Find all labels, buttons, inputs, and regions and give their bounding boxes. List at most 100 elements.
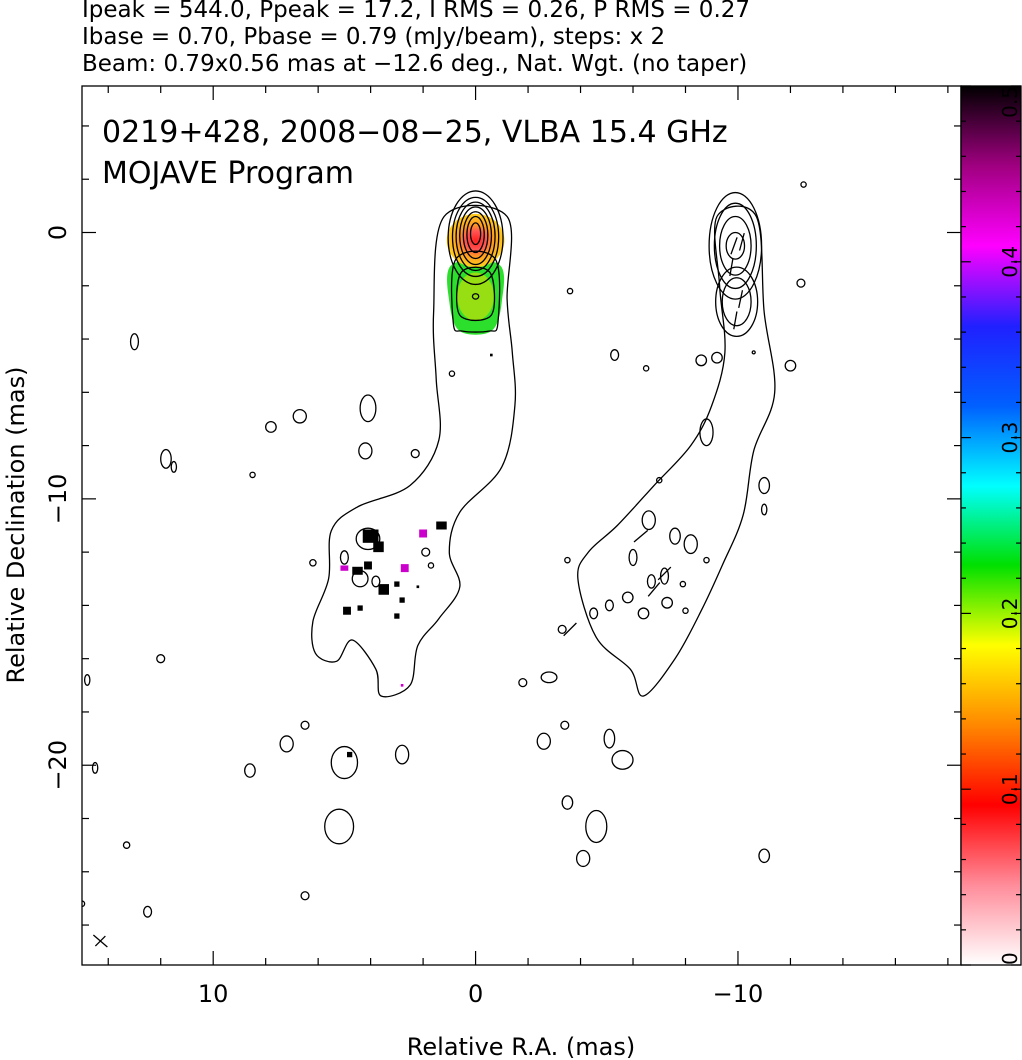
contour-blob bbox=[143, 905, 153, 918]
pol-pixel bbox=[419, 529, 428, 538]
contour-blob bbox=[330, 745, 359, 780]
contour-blob bbox=[585, 809, 608, 844]
evpa-vector bbox=[738, 232, 745, 251]
contour-blob bbox=[655, 476, 663, 484]
contour-right-core-lower bbox=[715, 266, 759, 338]
contour-right-core bbox=[708, 191, 763, 300]
evpa-vector bbox=[647, 582, 661, 597]
colorbar-tick-label: 0.1 bbox=[998, 773, 1022, 805]
x-axis-label: Relative R.A. (mas) bbox=[407, 1033, 635, 1060]
plot-subtitle: MOJAVE Program bbox=[102, 156, 354, 191]
contour-blob bbox=[359, 394, 377, 423]
polarization-pixel-layer bbox=[340, 353, 493, 758]
contour-left-core bbox=[447, 190, 504, 286]
contour-blob bbox=[784, 359, 797, 372]
x-tick-label: 10 bbox=[198, 980, 229, 1008]
x-tick-label: −10 bbox=[713, 980, 764, 1008]
header-line-2: Ibase = 0.70, Pbase = 0.79 (mJy/beam), s… bbox=[82, 24, 666, 50]
colorbar-tick-label: 0.3 bbox=[998, 422, 1022, 454]
pol-pixel bbox=[357, 605, 363, 611]
contour-blob bbox=[589, 607, 599, 620]
evpa-vector bbox=[657, 566, 672, 581]
contour-blob bbox=[760, 503, 768, 516]
contour-left-core-inner bbox=[450, 250, 501, 333]
contour-left-core bbox=[455, 201, 496, 272]
pol-pixel bbox=[400, 683, 404, 687]
contour-blob bbox=[518, 678, 528, 688]
contour-blob bbox=[170, 460, 178, 473]
contour-blob bbox=[129, 333, 140, 351]
contour-blob bbox=[628, 548, 638, 567]
plot-frame bbox=[81, 85, 962, 966]
evpa-vector bbox=[633, 529, 649, 543]
contour-blob bbox=[122, 841, 131, 849]
contour-left-secondary bbox=[471, 293, 480, 300]
pol-pixel bbox=[340, 565, 349, 571]
colorbar-tick-label: 0.2 bbox=[998, 597, 1022, 629]
contour-blob bbox=[682, 607, 689, 615]
contour-blob bbox=[621, 591, 634, 604]
contour-left-jet bbox=[311, 204, 517, 698]
contour-blob bbox=[339, 550, 349, 565]
contour-right-core bbox=[718, 215, 752, 276]
contour-blob bbox=[642, 365, 650, 372]
evpa-vector bbox=[730, 237, 738, 255]
contour-blob bbox=[669, 527, 681, 545]
contour-blob bbox=[156, 654, 166, 664]
contour-blob bbox=[604, 599, 614, 612]
pol-pixel bbox=[416, 585, 420, 589]
contour-blob bbox=[324, 808, 355, 845]
colorbar-tick-label: 0.5 bbox=[998, 86, 1022, 118]
contour-blob bbox=[641, 510, 656, 531]
y-tick-label: −20 bbox=[44, 740, 72, 791]
axis-ticks bbox=[82, 86, 961, 965]
header-line-3: Beam: 0.79x0.56 mas at −12.6 deg., Nat. … bbox=[82, 51, 748, 77]
y-tick-label: 0 bbox=[44, 225, 72, 240]
pol-fill-yellow bbox=[457, 272, 494, 321]
contour-blob bbox=[758, 476, 771, 495]
pol-pixel bbox=[373, 541, 384, 553]
contour-blob bbox=[610, 349, 620, 362]
contour-blob bbox=[536, 732, 552, 750]
contour-blob bbox=[703, 556, 710, 564]
polarization-fill-layer bbox=[446, 213, 505, 335]
colorbar-tick-label: 0 bbox=[998, 952, 1022, 965]
contour-blob bbox=[448, 370, 456, 377]
contour-blob bbox=[758, 848, 771, 864]
evpa-vector-layer bbox=[563, 232, 745, 637]
y-tick-label: −10 bbox=[44, 474, 72, 525]
evpa-vector bbox=[733, 311, 738, 330]
pol-pixel bbox=[343, 606, 351, 615]
pol-pixel bbox=[347, 751, 353, 758]
contour-blob bbox=[292, 408, 307, 424]
plot-title: 0219+428, 2008−08−25, VLBA 15.4 GHz bbox=[102, 115, 728, 150]
contour-left-core bbox=[451, 196, 500, 278]
contour-blob bbox=[659, 567, 670, 585]
pol-pixel bbox=[394, 581, 400, 587]
contour-blob bbox=[646, 574, 656, 589]
colorbar-tick-labels: 0 0.1 0.2 0.3 0.4 0.5 bbox=[998, 86, 1022, 965]
pol-pixel bbox=[352, 566, 363, 575]
contour-blob bbox=[575, 849, 591, 868]
contour-blob bbox=[637, 607, 650, 620]
contour-blob bbox=[540, 671, 558, 684]
contour-blob bbox=[309, 558, 317, 567]
evpa-vector bbox=[563, 622, 577, 637]
contour-blob bbox=[160, 448, 172, 469]
contour-blob bbox=[91, 761, 99, 774]
pol-pixel bbox=[400, 564, 409, 573]
pol-pixel bbox=[362, 529, 379, 543]
contour-blob bbox=[566, 287, 574, 295]
contour-blob bbox=[711, 351, 723, 364]
contour-blob bbox=[371, 575, 381, 588]
contour-left-core bbox=[466, 215, 485, 254]
evpa-vector bbox=[738, 290, 744, 309]
x-tick-labels: 10 0 −10 bbox=[198, 980, 763, 1008]
contour-blob bbox=[300, 720, 310, 730]
contour-blob bbox=[561, 795, 574, 810]
contour-right-core-lower bbox=[721, 277, 752, 327]
colorbar-ticks bbox=[961, 85, 1021, 966]
contour-layer bbox=[82, 181, 807, 918]
header-line-1: Ipeak = 544.0, Ppeak = 17.2, I RMS = 0.2… bbox=[82, 0, 751, 23]
